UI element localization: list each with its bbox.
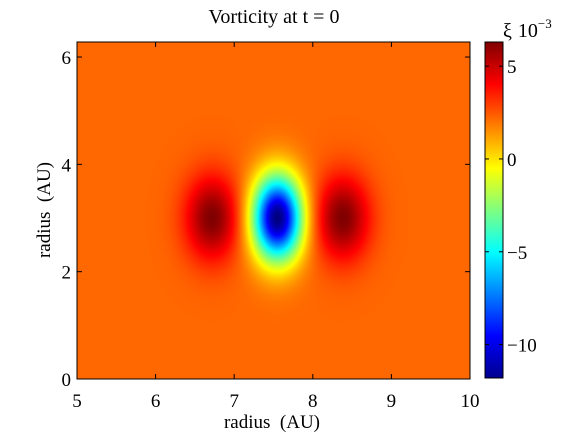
colorbar-title: ξ 10−3 (503, 16, 552, 42)
x-axis-label: radius (AU) (224, 412, 320, 432)
plot-frame (76, 41, 471, 380)
x-tick-label: 5 (72, 391, 82, 412)
y-axis: 0 2 4 6 (62, 48, 470, 391)
colorbar-tick-label: 5 (507, 57, 517, 78)
colorbar-symbol: ξ (503, 20, 512, 42)
x-tick-label: 7 (229, 391, 239, 412)
x-tick-label: 8 (308, 391, 318, 412)
x-tick-label: 6 (151, 391, 161, 412)
y-axis-label: radius (AU) (34, 162, 55, 258)
colorbar-tick-label: −10 (507, 336, 537, 357)
colorbar-tick-label: −5 (507, 243, 527, 264)
colorbar-scale-exponent: −3 (538, 16, 552, 31)
x-tick-label: 10 (461, 391, 480, 412)
colorbar-ticks: 5 0 −5 −10 (485, 57, 537, 357)
colorbar: 5 0 −5 −10 ξ 10−3 (484, 16, 552, 379)
y-tick-label: 2 (62, 263, 72, 284)
plot-area (76, 41, 471, 380)
x-axis: 5 6 7 8 9 10 (72, 42, 480, 412)
y-tick-label: 0 (62, 370, 72, 391)
colorbar-tick-label: 0 (507, 150, 517, 171)
chart-title: Vorticity at t = 0 (209, 6, 340, 28)
colorbar-gradient (484, 41, 504, 379)
colorbar-scale-base: 10 (518, 20, 538, 42)
y-tick-label: 4 (62, 155, 72, 176)
x-tick-label: 9 (387, 391, 397, 412)
y-tick-label: 6 (62, 48, 72, 69)
vorticity-heatmap (77, 42, 470, 379)
